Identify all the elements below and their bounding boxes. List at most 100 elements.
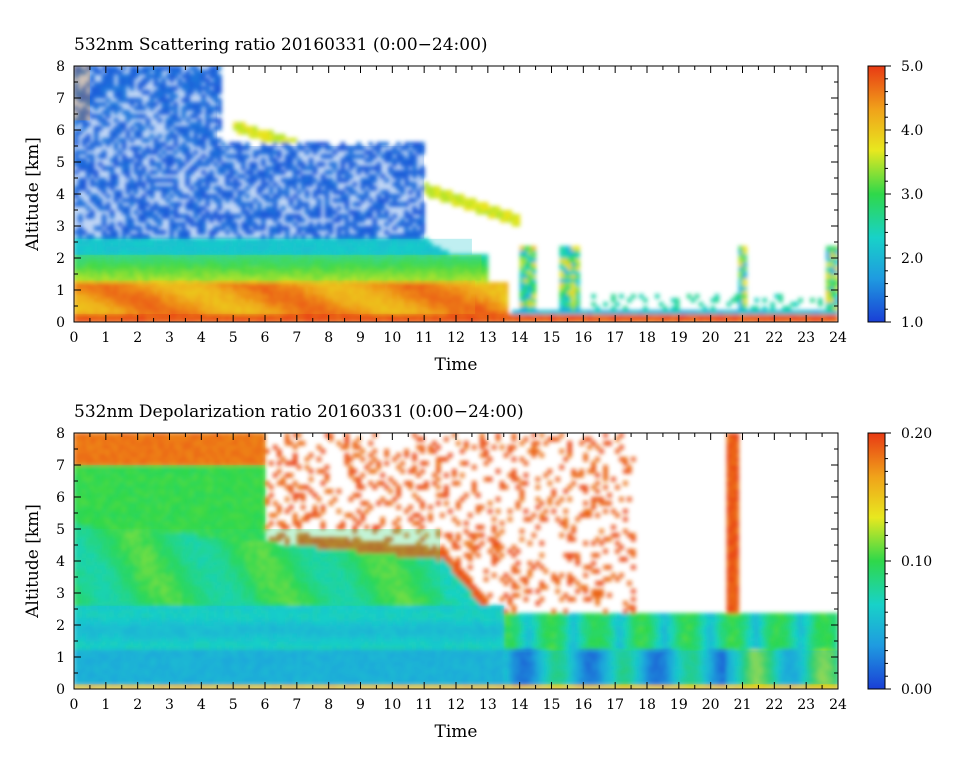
heatmap-cell: [117, 82, 123, 87]
heatmap-cell: [245, 282, 250, 287]
heatmap-cell: [575, 246, 580, 251]
heatmap-cell: [320, 178, 326, 183]
heatmap-cell: [205, 310, 210, 315]
heatmap-cell: [101, 222, 107, 227]
heatmap-cell: [173, 182, 179, 187]
heatmap-cell: [77, 158, 83, 163]
heatmap-cell: [272, 194, 278, 199]
heatmap-cell: [344, 170, 350, 175]
heatmap-cell: [217, 306, 222, 311]
heatmap-cell: [340, 290, 346, 295]
heatmap-cell: [169, 238, 175, 243]
heatmap-cell: [201, 250, 206, 255]
heatmap-cell: [348, 246, 354, 251]
heatmap-cell: [288, 278, 294, 283]
heatmap-cell: [344, 310, 350, 315]
heatmap-cell: [189, 298, 194, 303]
heatmap-cell: [324, 238, 330, 243]
heatmap-cell: [444, 194, 449, 199]
heatmap-cell: [133, 66, 139, 71]
heatmap-cell: [185, 134, 190, 139]
heatmap-cell: [101, 218, 107, 223]
heatmap-cell: [74, 314, 79, 319]
heatmap-cell: [125, 198, 131, 203]
heatmap-cell: [364, 214, 370, 219]
heatmap-cell: [292, 154, 298, 159]
heatmap-cell: [113, 262, 119, 267]
heatmap-cell: [197, 314, 202, 319]
heatmap-cell: [778, 314, 783, 319]
heatmap-cell: [348, 146, 354, 151]
heatmap-cell: [141, 114, 147, 119]
heatmap-cell: [320, 258, 326, 263]
x-tick-label: 17: [606, 330, 624, 346]
heatmap-cell: [125, 242, 131, 247]
heatmap-cell: [268, 206, 274, 211]
heatmap-cell: [169, 282, 175, 287]
heatmap-cell: [265, 294, 270, 299]
heatmap-cell: [555, 314, 561, 319]
heatmap-cell: [189, 74, 194, 79]
heatmap-cell: [312, 170, 318, 175]
heatmap-cell: [288, 250, 294, 255]
heatmap-cell: [209, 74, 214, 79]
heatmap-cell: [368, 182, 374, 187]
heatmap-cell: [229, 238, 234, 243]
heatmap-cell: [257, 174, 262, 179]
heatmap-cell: [527, 278, 533, 283]
heatmap-cell: [511, 310, 517, 315]
heatmap-cell: [89, 114, 95, 119]
heatmap-cell: [268, 302, 274, 307]
heatmap-cell: [336, 206, 342, 211]
heatmap-cell: [201, 302, 206, 307]
heatmap-cell: [137, 298, 143, 303]
heatmap-cell: [121, 198, 127, 203]
heatmap-cell: [304, 314, 310, 319]
heatmap-cell: [133, 286, 139, 291]
heatmap-cell: [125, 314, 131, 319]
heatmap-cell: [241, 266, 246, 271]
heatmap-cell: [77, 94, 83, 99]
heatmap-cell: [734, 294, 740, 299]
heatmap-cell: [364, 286, 370, 291]
heatmap-cell: [177, 234, 183, 239]
heatmap-cell: [304, 202, 310, 207]
heatmap-cell: [272, 294, 278, 299]
heatmap-cell: [209, 250, 214, 255]
heatmap-cell: [268, 286, 274, 291]
heatmap-cell: [364, 310, 370, 315]
heatmap-cell: [221, 318, 226, 322]
heatmap-cell: [105, 294, 111, 299]
heatmap-cell: [201, 86, 206, 91]
heatmap-cell: [141, 206, 147, 211]
heatmap-cell: [463, 206, 469, 211]
heatmap-cell: [81, 150, 87, 155]
heatmap-cell: [257, 226, 262, 231]
heatmap-cell: [109, 186, 115, 191]
heatmap-cell: [635, 310, 640, 315]
heatmap-cell: [93, 270, 99, 275]
heatmap-cell: [153, 238, 159, 243]
heatmap-cell: [101, 318, 107, 322]
heatmap-cell: [189, 114, 194, 119]
heatmap-cell: [276, 194, 282, 199]
heatmap-cell: [217, 78, 222, 83]
heatmap-cell: [328, 290, 334, 295]
heatmap-cell: [149, 274, 155, 279]
heatmap-cell: [113, 102, 119, 107]
heatmap-cell: [89, 178, 95, 183]
heatmap-cell: [157, 86, 163, 91]
heatmap-cell: [81, 270, 87, 275]
heatmap-cell: [280, 178, 286, 183]
heatmap-cell: [153, 114, 159, 119]
heatmap-cell: [217, 110, 222, 115]
heatmap-cell: [153, 310, 159, 315]
heatmap-cell: [253, 310, 258, 315]
heatmap-cell: [483, 310, 489, 315]
heatmap-cell: [237, 130, 242, 135]
heatmap-cell: [830, 266, 835, 271]
heatmap-cell: [74, 238, 79, 243]
heatmap-cell: [292, 290, 298, 295]
heatmap-cell: [316, 266, 322, 271]
heatmap-cell: [189, 154, 194, 159]
